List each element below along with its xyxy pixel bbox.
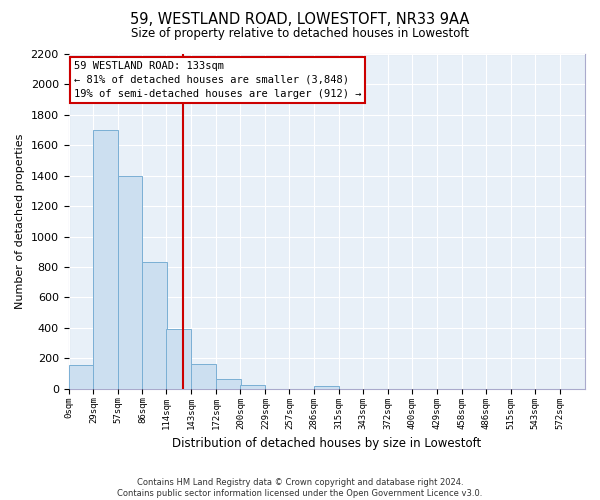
X-axis label: Distribution of detached houses by size in Lowestoft: Distribution of detached houses by size …	[172, 437, 481, 450]
Bar	[118, 176, 142, 389]
Bar	[166, 330, 191, 389]
Y-axis label: Number of detached properties: Number of detached properties	[15, 134, 25, 309]
Text: Size of property relative to detached houses in Lowestoft: Size of property relative to detached ho…	[131, 28, 469, 40]
Bar	[314, 386, 339, 389]
Text: 59, WESTLAND ROAD, LOWESTOFT, NR33 9AA: 59, WESTLAND ROAD, LOWESTOFT, NR33 9AA	[130, 12, 470, 28]
Bar	[217, 379, 241, 389]
Bar	[241, 385, 265, 389]
Text: Contains HM Land Registry data © Crown copyright and database right 2024.
Contai: Contains HM Land Registry data © Crown c…	[118, 478, 482, 498]
Text: 59 WESTLAND ROAD: 133sqm
← 81% of detached houses are smaller (3,848)
19% of sem: 59 WESTLAND ROAD: 133sqm ← 81% of detach…	[74, 60, 361, 98]
Bar	[191, 364, 217, 389]
Bar	[142, 262, 167, 389]
Bar	[68, 365, 94, 389]
Bar	[94, 130, 118, 389]
